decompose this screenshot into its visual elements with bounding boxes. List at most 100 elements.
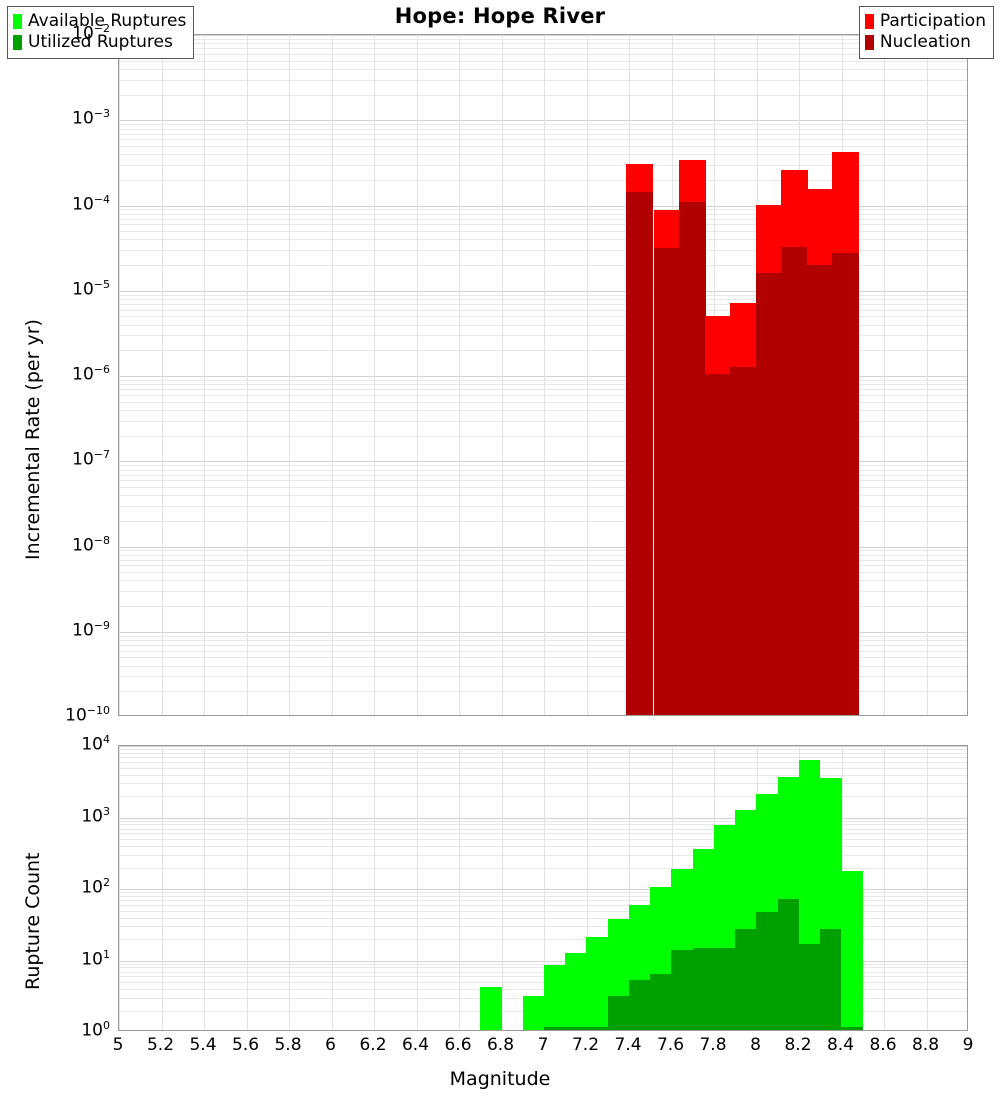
incremental-rate-plot: [118, 34, 968, 716]
rupture-count-plot: [118, 745, 968, 1031]
y-axis-tick-label: 100: [81, 1019, 110, 1041]
gridline-vertical: [204, 746, 205, 1030]
gridline: [119, 231, 967, 233]
gridline: [119, 250, 967, 252]
gridline: [119, 761, 967, 763]
available-ruptures-swatch-icon: [13, 14, 22, 29]
gridline: [119, 640, 967, 641]
gridline: [119, 796, 967, 797]
gridline: [119, 967, 967, 969]
gridline: [119, 572, 967, 574]
gridline: [119, 820, 967, 822]
gridline: [119, 394, 967, 396]
x-axis-title: Magnitude: [449, 1068, 551, 1090]
gridline: [119, 480, 967, 482]
gridline: [119, 409, 967, 411]
gridline-vertical: [416, 746, 418, 1030]
gridline: [119, 316, 967, 318]
x-axis-tick-label: 6.6: [444, 1035, 472, 1055]
gridline: [119, 976, 967, 978]
gridline: [119, 94, 967, 96]
gridline: [119, 892, 967, 894]
bar-utilized-ruptures: [565, 1027, 587, 1030]
bar-nucleation: [653, 248, 681, 715]
gridline-vertical: [416, 35, 418, 715]
gridline-vertical: [926, 746, 928, 1030]
gridline: [119, 867, 967, 869]
bar-available-ruptures: [522, 995, 545, 1030]
gridline: [119, 209, 967, 211]
gridline: [119, 389, 967, 391]
gridline: [119, 817, 967, 819]
gridline: [119, 154, 967, 156]
gridline: [119, 767, 967, 769]
gridline: [119, 350, 967, 352]
y-axis-tick-label: 101: [81, 947, 110, 970]
gridline: [119, 650, 967, 652]
gridline: [119, 676, 967, 678]
gridline: [119, 591, 967, 593]
gridline: [119, 631, 967, 633]
legend-item-nucleation: Nucleation: [864, 32, 986, 53]
gridline-vertical: [884, 35, 885, 715]
x-axis-tick-label: 7.6: [656, 1035, 685, 1055]
gridline: [119, 839, 967, 840]
gridline: [119, 474, 967, 476]
nucleation-swatch-icon: [864, 35, 874, 50]
gridline: [119, 960, 967, 962]
legend-label: Utilized Ruptures: [28, 32, 173, 52]
gridline: [119, 35, 967, 36]
gridline: [119, 645, 967, 646]
gridline: [119, 606, 967, 608]
gridline-vertical: [884, 746, 885, 1030]
gridline-vertical: [459, 746, 460, 1030]
bar-nucleation: [704, 374, 732, 715]
x-axis-tick-label: 6: [325, 1035, 336, 1055]
x-axis-tick-label: 7: [537, 1035, 549, 1055]
gridline-vertical: [586, 746, 588, 1030]
gridline: [119, 895, 967, 897]
gridline-vertical: [246, 746, 248, 1030]
gridline: [119, 60, 967, 62]
x-axis-tick-label: 6.4: [401, 1035, 430, 1055]
x-axis-tick-label: 9: [962, 1035, 974, 1055]
x-axis-tick-label: 5.8: [274, 1035, 302, 1055]
gridline: [119, 833, 967, 835]
gridline: [119, 520, 967, 522]
x-axis-tick-label: 5.2: [146, 1035, 175, 1055]
gridline-vertical: [459, 35, 460, 715]
gridline-vertical: [119, 746, 120, 1030]
gridline-vertical: [331, 746, 333, 1030]
gridline: [119, 294, 967, 296]
legend-rupture-count: Available Ruptures Utilized Ruptures: [7, 6, 195, 59]
gridline: [119, 309, 967, 311]
gridline: [119, 164, 967, 166]
bar-utilized-ruptures: [735, 928, 757, 1030]
gridline: [119, 376, 967, 377]
x-axis-tick-label: 5.4: [189, 1035, 217, 1055]
gridline: [119, 550, 967, 552]
gridline: [119, 120, 967, 122]
gridline: [119, 749, 967, 751]
gridline: [119, 401, 967, 403]
gridline: [119, 465, 967, 467]
gridline: [119, 43, 967, 45]
gridline: [119, 846, 967, 847]
gridline: [119, 53, 967, 55]
gridline: [119, 774, 967, 776]
gridline: [119, 420, 967, 422]
gridline-vertical: [161, 35, 163, 715]
bar-utilized-ruptures: [820, 928, 842, 1030]
legend-item-participation: Participation: [864, 11, 986, 32]
gridline-vertical: [204, 35, 205, 715]
gridline: [119, 559, 967, 561]
gridline: [119, 752, 967, 754]
legend-incremental-rate: Participation Nucleation: [858, 6, 994, 59]
gridline-vertical: [119, 35, 120, 715]
gridline: [119, 205, 967, 207]
bar-utilized-ruptures: [671, 950, 693, 1030]
utilized-ruptures-swatch-icon: [13, 35, 22, 50]
gridline: [119, 982, 967, 983]
gridline: [119, 38, 967, 40]
gridline: [119, 218, 967, 220]
